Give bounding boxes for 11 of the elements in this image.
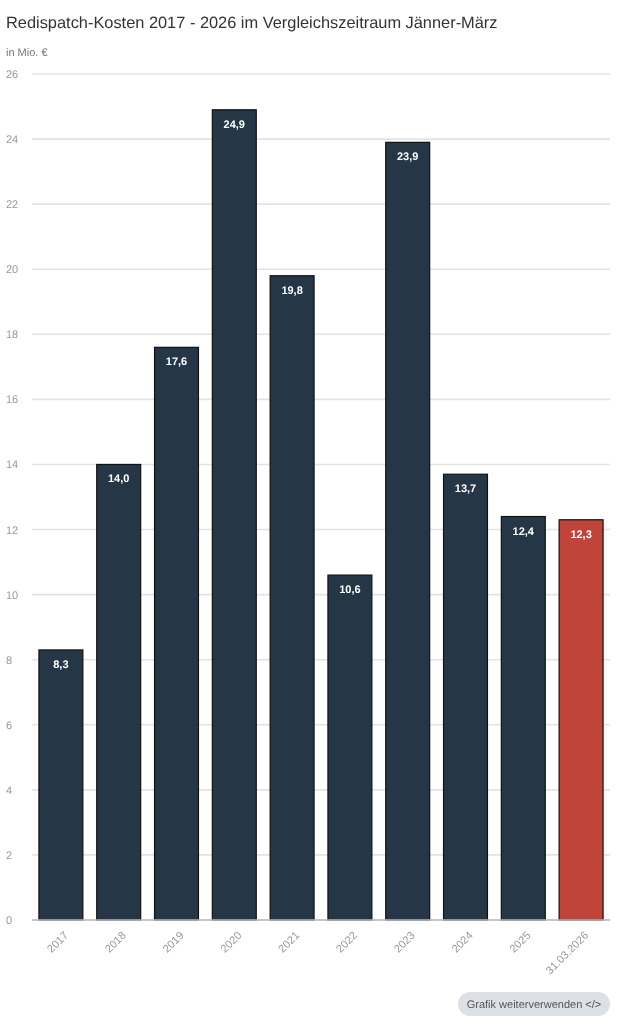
bar: [442, 473, 489, 921]
bar: [211, 109, 257, 921]
chart-title: Redispatch-Kosten 2017 - 2026 im Vergleichszeitraum Jänner-März: [6, 14, 498, 32]
bar: [269, 275, 315, 921]
bar: [153, 346, 200, 921]
bar: [96, 463, 142, 921]
bar: [327, 574, 373, 921]
bar: [558, 519, 604, 921]
bar: [500, 515, 546, 921]
bar: [38, 649, 84, 921]
bar: [385, 141, 431, 921]
